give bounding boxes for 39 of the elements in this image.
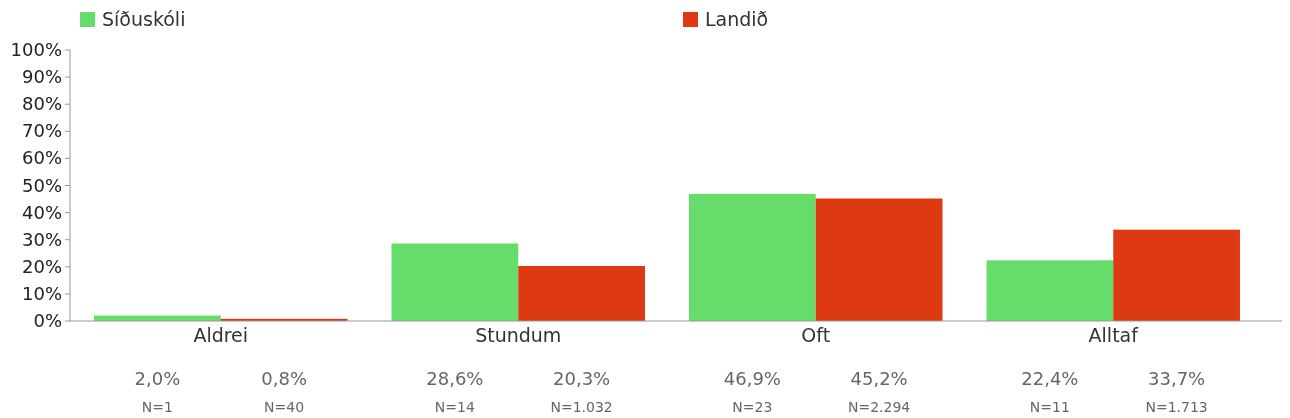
text: N=1.713: [1145, 399, 1208, 415]
text: N=1: [141, 399, 173, 415]
x-tick-label: Oft: [801, 324, 831, 346]
y-tick-label: 40%: [21, 201, 62, 223]
data-label: 20,3%: [553, 368, 611, 389]
text: N=40: [264, 399, 305, 415]
y-tick-label: 90%: [21, 66, 62, 88]
legend-label: Landið: [705, 8, 769, 30]
text: N=23: [732, 399, 773, 415]
y-tick-label: 70%: [21, 120, 62, 142]
bar: [986, 260, 1114, 321]
bar: [391, 243, 519, 321]
bar: [689, 193, 816, 321]
y-tick-label: 100%: [10, 39, 62, 60]
data-label: 0,8%: [261, 368, 307, 389]
y-tick-label: 30%: [21, 228, 62, 250]
text: N=14: [434, 399, 475, 415]
y-tick-label: 50%: [21, 174, 62, 196]
y-tick-label: 60%: [21, 147, 62, 169]
x-tick-label: Aldrei: [193, 324, 249, 346]
bar: [1113, 229, 1240, 321]
x-tick-label: Alltaf: [1088, 324, 1140, 346]
data-label: 22,4%: [1021, 368, 1079, 389]
data-label: 28,6%: [426, 368, 484, 389]
data-label: 45,2%: [850, 368, 908, 389]
data-label: 46,9%: [723, 368, 781, 389]
bar: [518, 265, 645, 321]
bar: [815, 198, 943, 321]
legend-label: Síðuskóli: [102, 8, 186, 30]
y-tick-label: 10%: [21, 282, 62, 304]
y-tick-label: 0%: [33, 310, 62, 331]
x-tick-label: Stundum: [475, 324, 562, 346]
data-label: 33,7%: [1148, 368, 1206, 389]
y-tick-label: 20%: [21, 255, 62, 277]
y-tick-label: 80%: [21, 93, 62, 115]
text: N=11: [1029, 399, 1070, 415]
text: N=2.294: [847, 399, 911, 415]
data-label: 2,0%: [134, 368, 181, 389]
text: N=1.032: [550, 399, 613, 415]
